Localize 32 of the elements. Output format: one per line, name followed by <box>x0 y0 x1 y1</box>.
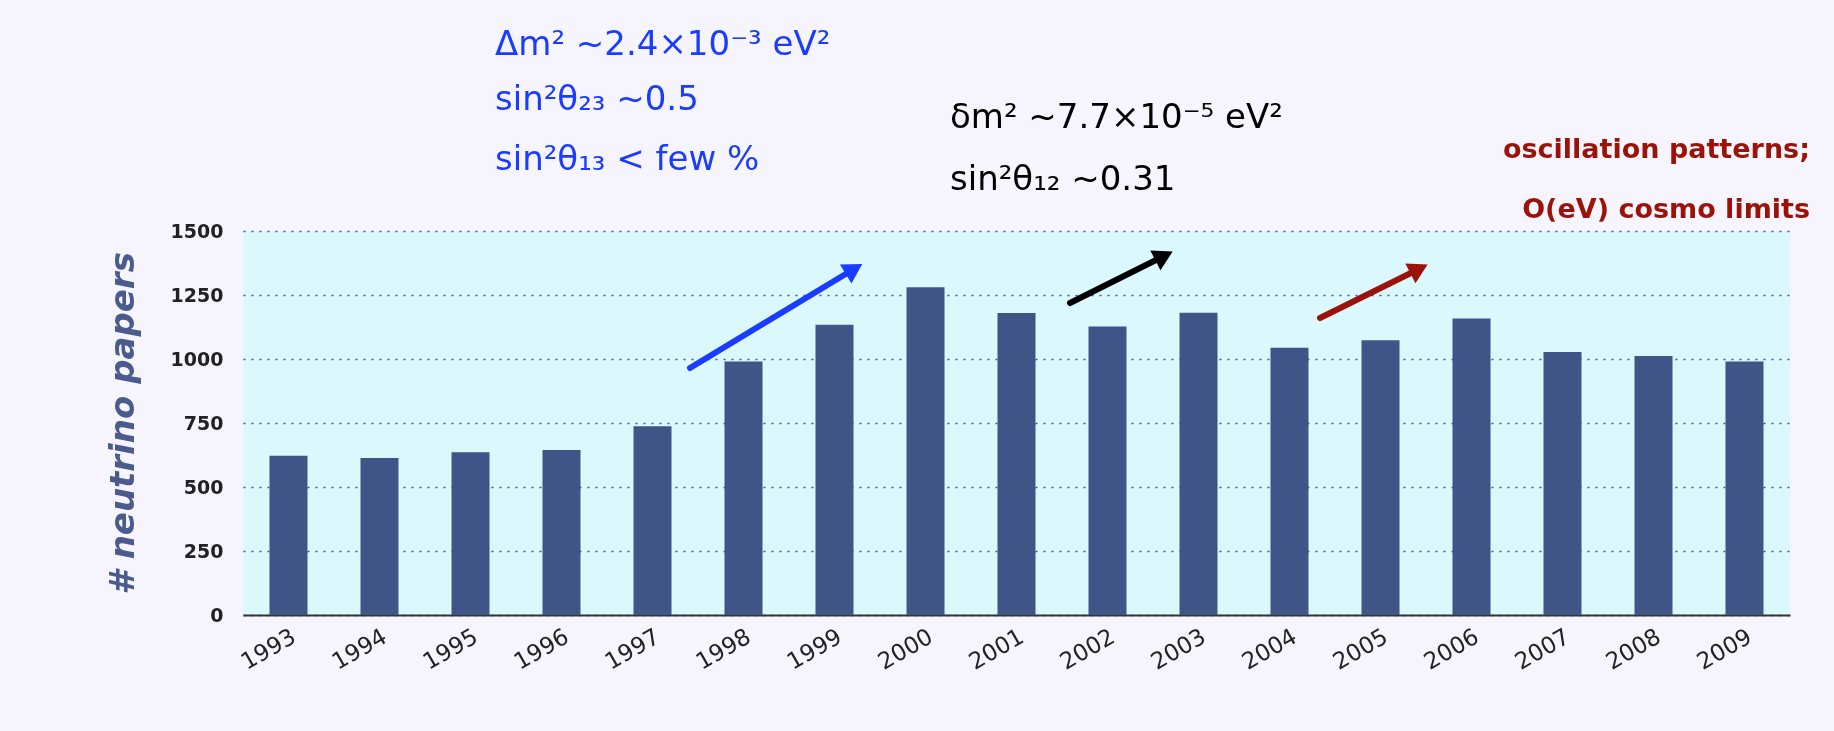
bar <box>724 361 763 615</box>
bar <box>1634 355 1673 615</box>
text: sin²θ₂₃ ~0.5 <box>495 78 699 118</box>
bar <box>997 312 1036 615</box>
y-tick-label: 1250 <box>170 283 224 306</box>
bar <box>1179 312 1218 615</box>
text: Δm² ~2.4×10⁻³ eV² <box>495 23 831 63</box>
bar <box>906 287 945 615</box>
y-axis-title: # neutrino papers <box>101 252 142 595</box>
text: oscillation patterns; <box>1502 133 1810 164</box>
text: sin²θ₁₂ ~0.31 <box>950 158 1176 198</box>
bar <box>1270 347 1309 615</box>
text: O(eV) cosmo limits <box>1522 193 1810 224</box>
y-tick-label: 0 <box>210 603 224 626</box>
bar <box>633 426 672 615</box>
bar <box>542 449 581 615</box>
text: δm² ~7.7×10⁻⁵ eV² <box>950 96 1283 136</box>
bar <box>1543 352 1582 615</box>
bar <box>815 324 854 615</box>
y-tick-label: 750 <box>183 411 224 434</box>
y-tick-label: 1000 <box>170 347 224 370</box>
text: sin²θ₁₃ < few % <box>495 138 760 178</box>
bar <box>1088 326 1127 615</box>
bar <box>269 455 308 615</box>
bar <box>360 458 399 615</box>
bar <box>1452 318 1491 615</box>
bar <box>1725 361 1764 615</box>
y-tick-label: 1500 <box>170 219 224 242</box>
y-tick-label: 500 <box>183 475 224 498</box>
bar <box>451 452 490 615</box>
y-tick-label: 250 <box>183 539 224 562</box>
bar <box>1361 340 1400 615</box>
